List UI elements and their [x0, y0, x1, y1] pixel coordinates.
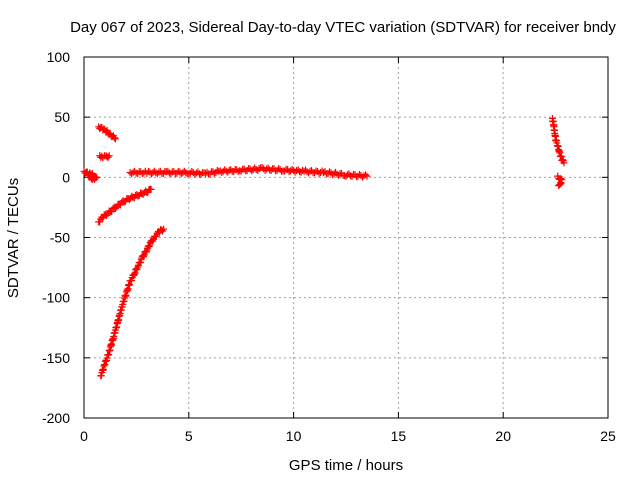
- data-point: [276, 166, 284, 174]
- data-point: [147, 185, 155, 193]
- data-point: [363, 172, 371, 180]
- data-point: [559, 156, 567, 164]
- data-point: [266, 166, 274, 174]
- data-point: [361, 171, 369, 179]
- data-point: [341, 172, 349, 180]
- x-axis-label: GPS time / hours: [289, 457, 403, 474]
- points-layer: [80, 114, 568, 380]
- chart-title: Day 067 of 2023, Sidereal Day-to-day VTE…: [70, 19, 616, 36]
- data-point: [324, 170, 332, 178]
- grid-layer: [84, 57, 608, 418]
- data-point: [160, 225, 168, 233]
- y-axis-label: SDTVAR / TECUs: [5, 178, 22, 298]
- data-point: [252, 166, 260, 174]
- x-tick-label: 0: [80, 428, 88, 444]
- x-tick-label: 10: [286, 428, 302, 444]
- data-point: [142, 248, 150, 256]
- data-point: [320, 168, 328, 176]
- x-tick-label: 25: [600, 428, 616, 444]
- data-point: [111, 135, 119, 143]
- y-tick-label: -200: [42, 410, 70, 426]
- y-tick-label: -150: [42, 350, 70, 366]
- data-point: [354, 172, 362, 180]
- data-point: [222, 167, 230, 175]
- data-point: [137, 258, 145, 266]
- data-point: [139, 253, 147, 261]
- data-point: [130, 270, 138, 278]
- data-point: [148, 236, 156, 244]
- data-point: [129, 168, 137, 176]
- data-point: [152, 232, 160, 240]
- data-point: [139, 252, 147, 260]
- data-point: [105, 152, 113, 160]
- data-point: [202, 169, 210, 177]
- data-point: [131, 269, 139, 277]
- data-point: [556, 180, 564, 188]
- data-point: [192, 169, 200, 177]
- y-tick-label: -50: [50, 230, 70, 246]
- data-point: [111, 205, 119, 213]
- data-point: [303, 168, 311, 176]
- data-point: [209, 168, 217, 176]
- y-tick-label: 50: [54, 109, 70, 125]
- x-tick-label: 5: [185, 428, 193, 444]
- data-point: [225, 166, 233, 174]
- y-tick-label: 100: [47, 49, 71, 65]
- data-point: [165, 169, 173, 177]
- data-point: [145, 243, 153, 251]
- data-point: [236, 167, 244, 175]
- x-tick-label: 15: [391, 428, 407, 444]
- data-point: [104, 153, 112, 161]
- y-tick-label: 0: [62, 169, 70, 185]
- data-point: [146, 242, 154, 250]
- y-tick-label: -100: [42, 290, 70, 306]
- data-point: [263, 165, 271, 173]
- data-point: [293, 167, 301, 175]
- data-point: [195, 170, 203, 178]
- data-point: [155, 168, 163, 176]
- data-point: [557, 179, 565, 187]
- data-point: [343, 171, 351, 179]
- x-tick-label: 20: [495, 428, 511, 444]
- data-point: [82, 169, 90, 177]
- ticks-layer: 0 5 10 15 20 25 100 50 0 -50 -100 -150 -200: [42, 49, 616, 444]
- data-point: [333, 170, 341, 178]
- data-point: [100, 125, 108, 133]
- data-point: [125, 196, 133, 204]
- data-point: [134, 263, 142, 271]
- data-point: [330, 170, 338, 178]
- data-point: [110, 134, 118, 142]
- data-point: [560, 159, 568, 167]
